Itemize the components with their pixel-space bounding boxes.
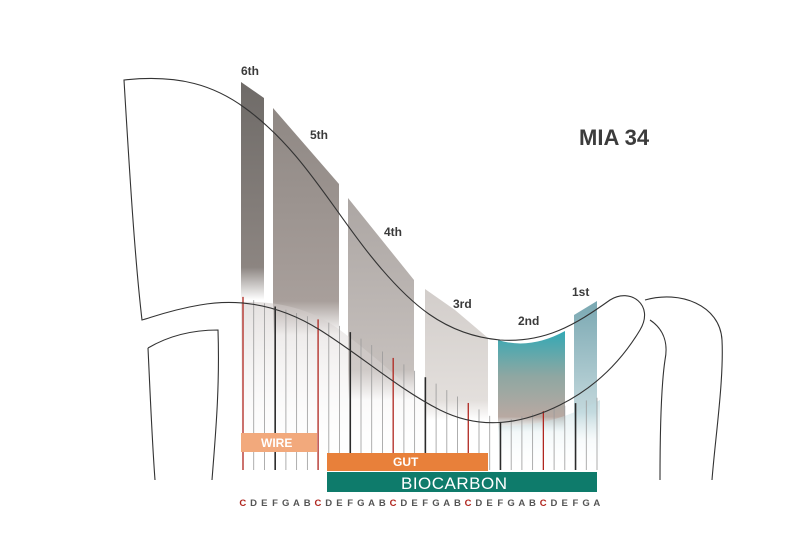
note-letter: E [561, 498, 568, 509]
harp-outline [123, 77, 723, 481]
note-letter: B [454, 498, 461, 509]
note-letter: A [293, 498, 300, 509]
note-letter: E [486, 498, 493, 509]
note-letter: D [475, 498, 482, 509]
octave-5-label: 5th [310, 128, 328, 142]
octave-6-range [241, 82, 264, 300]
note-letter: D [325, 498, 332, 509]
model-title: MIA 34 [579, 125, 650, 150]
note-letter: F [347, 498, 353, 509]
note-letter: F [497, 498, 503, 509]
note-letter: A [593, 498, 600, 509]
note-letter: B [379, 498, 386, 509]
octave-5-range [273, 108, 339, 335]
neck-shadow-left [241, 301, 425, 470]
note-letter: F [422, 498, 428, 509]
note-letter: G [432, 498, 440, 509]
note-letter: A [518, 498, 525, 509]
note-letter: B [304, 498, 311, 509]
octave-1-label: 1st [572, 285, 589, 299]
note-letter: G [357, 498, 365, 509]
note-letter: G [282, 498, 290, 509]
gut-band-label: GUT [393, 455, 419, 469]
harp-soundboard-inner [649, 319, 667, 481]
biocarbon-band-label: BIOCARBON [401, 474, 508, 493]
neck-shadow-right [498, 400, 600, 470]
string-material-bands: WIRE GUT BIOCARBON [241, 433, 597, 493]
note-letter: G [582, 498, 590, 509]
harp-column-left [147, 347, 156, 481]
wire-band [241, 433, 317, 452]
octave-2-range [498, 331, 565, 432]
note-letter: G [507, 498, 515, 509]
gut-band [327, 453, 488, 471]
note-letter: C [239, 498, 246, 509]
octave-labels: 6th 5th 4th 3rd 2nd 1st [241, 64, 589, 328]
octave-4-label: 4th [384, 225, 402, 239]
note-letter: C [540, 498, 547, 509]
note-letter: E [411, 498, 418, 509]
octave-2-label: 2nd [518, 314, 539, 328]
note-letter: C [390, 498, 397, 509]
wire-band-label: WIRE [261, 436, 292, 450]
note-letter: C [315, 498, 322, 509]
note-letter: A [443, 498, 450, 509]
harp-neck-outline [123, 77, 646, 424]
note-letter: F [272, 498, 278, 509]
note-letter: D [551, 498, 558, 509]
octave-6-label: 6th [241, 64, 259, 78]
harp-column-outline [147, 329, 220, 481]
biocarbon-band [327, 472, 597, 492]
note-letter: F [572, 498, 578, 509]
note-letter: A [368, 498, 375, 509]
octave-3-label: 3rd [453, 297, 472, 311]
note-letter: E [336, 498, 343, 509]
note-letter: C [465, 498, 472, 509]
note-letter: D [400, 498, 407, 509]
harp-soundboard-outline [644, 296, 723, 481]
note-letter: E [261, 498, 268, 509]
note-letter: B [529, 498, 536, 509]
note-letter: D [250, 498, 257, 509]
